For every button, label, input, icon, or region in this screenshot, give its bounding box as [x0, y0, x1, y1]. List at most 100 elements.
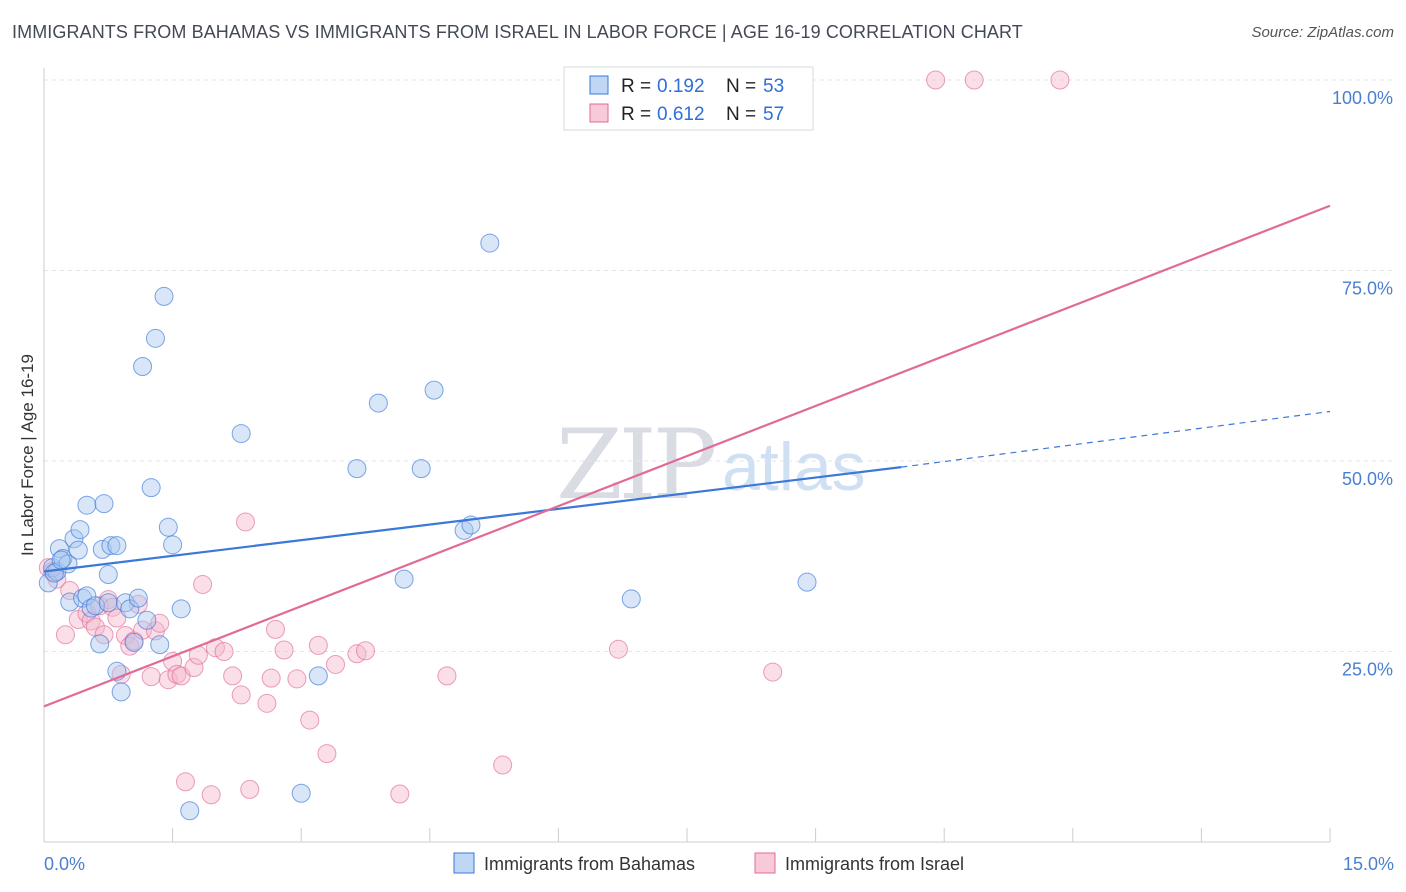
bahamas-point [291, 783, 311, 803]
bahamas-points [38, 233, 817, 821]
trend-lines [43, 204, 1331, 708]
israel-point [274, 640, 294, 660]
y-tick-labels: 25.0% 50.0% 75.0% 100.0% [1332, 88, 1393, 680]
bahamas-point [107, 536, 127, 556]
bahamas-point [145, 328, 165, 348]
bahamas-point [480, 233, 500, 253]
israel-point [175, 772, 195, 792]
watermark-atlas: atlas [722, 429, 866, 505]
bahamas-point [133, 357, 153, 377]
series-legend: Immigrants from Bahamas Immigrants from … [453, 852, 964, 874]
gridlines [44, 79, 1392, 652]
bahamas-point [90, 634, 110, 654]
bahamas-point [308, 666, 328, 686]
source-label: Source: ZipAtlas.com [1251, 24, 1394, 41]
y-tick-label-75: 75.0% [1342, 279, 1393, 299]
bahamas-point [171, 599, 191, 619]
series-legend-label-israel: Immigrants from Israel [785, 854, 964, 874]
israel-points [38, 70, 1070, 805]
series-legend-swatch-israel [754, 852, 776, 874]
legend-n-label-israel: N = [726, 104, 756, 125]
israel-point [356, 641, 375, 661]
legend-r-value-israel: 0.612 [657, 104, 705, 125]
bahamas-point [180, 801, 200, 821]
israel-point [261, 668, 281, 688]
bahamas-point [60, 592, 80, 612]
x-tick-label-min: 0.0% [44, 854, 85, 874]
y-axis-label: In Labor Force | Age 16-19 [18, 354, 37, 556]
bahamas-point [98, 565, 118, 585]
y-tick-label-50: 50.0% [1342, 469, 1393, 489]
israel-point [437, 666, 457, 686]
bahamas-point [424, 380, 444, 400]
israel-point [257, 693, 277, 713]
bahamas-point [137, 610, 157, 630]
israel-point [184, 658, 204, 678]
bahamas-point [163, 535, 183, 555]
bahamas-point [64, 529, 84, 549]
bahamas-point [158, 517, 178, 537]
israel-point [287, 669, 307, 689]
israel-point [493, 755, 513, 775]
israel-point [107, 608, 127, 628]
series-legend-label-bahamas: Immigrants from Bahamas [484, 854, 695, 874]
bahamas-point [124, 632, 144, 652]
bahamas-point [111, 682, 131, 702]
bahamas-point [797, 572, 817, 592]
israel-point [926, 70, 946, 90]
legend-r-label-israel: R = [621, 104, 651, 125]
israel-point [231, 685, 251, 705]
israel-point [763, 662, 783, 682]
israel-point [240, 779, 260, 799]
bahamas-point [141, 478, 161, 498]
israel-point [193, 574, 213, 594]
y-tick-label-25: 25.0% [1342, 660, 1393, 680]
bahamas-point [98, 593, 118, 613]
bahamas-point [368, 393, 388, 413]
bahamas-point [394, 569, 414, 589]
israel-point [265, 619, 285, 639]
legend-swatch-bahamas [589, 75, 609, 95]
bahamas-point [68, 540, 88, 560]
watermark-zip: ZIP [556, 409, 715, 521]
israel-point [150, 613, 170, 633]
axes [43, 68, 1331, 843]
bahamas-trend-line [43, 466, 902, 573]
israel-point [1050, 70, 1070, 90]
legend-r-value-bahamas: 0.192 [657, 76, 705, 97]
israel-point [201, 785, 221, 805]
israel-point [300, 710, 320, 730]
israel-point [235, 512, 255, 532]
israel-point [608, 639, 628, 659]
israel-point [214, 642, 234, 661]
israel-point [325, 654, 345, 674]
israel-trend-line [43, 204, 1331, 708]
y-tick-label-100: 100.0% [1332, 88, 1393, 108]
bahamas-point [101, 536, 121, 556]
israel-point [308, 635, 328, 655]
israel-point [964, 70, 984, 90]
legend-swatch-israel [589, 103, 609, 123]
bahamas-point [411, 459, 431, 479]
israel-point [141, 667, 161, 687]
israel-point [317, 744, 337, 764]
bahamas-point [621, 589, 641, 609]
israel-point [223, 666, 243, 686]
bahamas-point [51, 550, 71, 570]
legend-n-label-bahamas: N = [726, 76, 756, 97]
bahamas-point [150, 635, 170, 655]
series-legend-swatch-bahamas [453, 852, 475, 874]
bahamas-point [347, 459, 367, 479]
israel-point [94, 625, 114, 645]
israel-point [390, 784, 410, 804]
x-tick-labels: 0.0% 15.0% [44, 854, 1394, 874]
bahamas-point [94, 494, 114, 514]
bahamas-point [128, 588, 148, 608]
bahamas-point [231, 424, 251, 444]
bahamas-point [70, 520, 90, 540]
israel-point [55, 625, 75, 645]
bahamas-trend-extension [901, 410, 1331, 468]
bahamas-point [154, 286, 174, 306]
bahamas-point [77, 495, 97, 515]
correlation-legend: R = 0.192 N = 53 R = 0.612 N = 57 [563, 66, 814, 131]
